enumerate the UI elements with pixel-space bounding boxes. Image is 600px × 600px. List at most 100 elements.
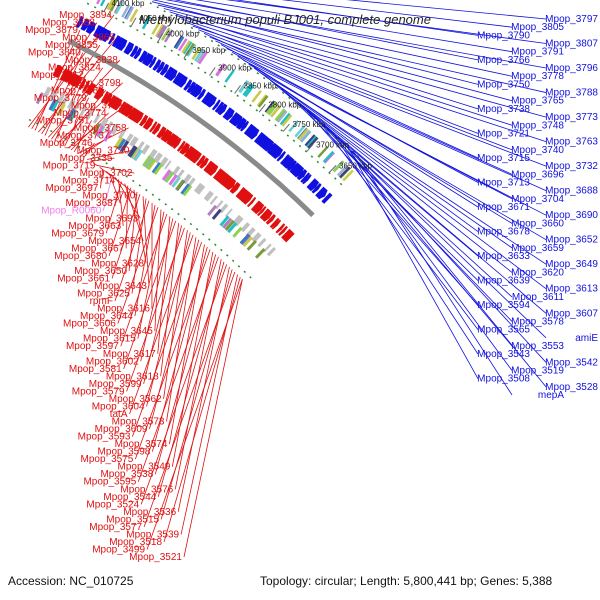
reverse-gene-feature	[269, 145, 281, 158]
left-gene-label: Mpop_3746	[40, 138, 93, 149]
color-feature	[322, 150, 335, 163]
scale-label: 3700 kbp	[316, 140, 349, 149]
right-gene-label: Mpop_3721	[477, 128, 530, 139]
left-connector-line	[125, 185, 129, 249]
color-feature	[142, 155, 152, 167]
left-gene-label: Mpop_3702	[80, 168, 133, 179]
reverse-gene-feature	[111, 35, 121, 48]
left-gene-label: Mpop_3643	[94, 281, 147, 292]
forward-gene-feature	[179, 142, 190, 155]
right-connector-line	[317, 118, 479, 330]
right-gene-label: Mpop_3528	[545, 382, 598, 393]
reverse-gene-feature	[206, 95, 217, 108]
scale-tick	[258, 104, 266, 113]
forward-gene-feature	[256, 205, 267, 217]
scale-label: 3650 kbp	[339, 161, 372, 170]
right-connector-line	[175, 15, 547, 118]
left-gene-label: Mpop_3597	[66, 341, 119, 352]
forward-gene-feature	[142, 117, 153, 130]
right-connector-line	[234, 0, 479, 36]
forward-gene-feature	[95, 87, 105, 100]
forward-gene-feature	[283, 230, 295, 243]
left-gene-label: Mpop_3654	[88, 236, 141, 247]
forward-gene-feature	[278, 225, 288, 236]
right-connector-line	[151, 0, 513, 77]
reverse-gene-feature	[138, 50, 148, 63]
color-feature	[182, 41, 193, 55]
color-feature	[191, 46, 202, 60]
right-gene-label: Mpop_3778	[511, 71, 564, 82]
reverse-gene-feature	[253, 131, 265, 145]
scale-label: 3750 kbp	[293, 120, 326, 129]
left-connector-line	[64, 97, 90, 147]
reverse-gene-feature	[317, 189, 328, 200]
right-gene-label: Mpop_3797	[545, 14, 598, 25]
color-feature	[141, 15, 151, 30]
left-gene-label: Mpop_3593	[78, 432, 131, 443]
color-feature	[113, 136, 123, 149]
reverse-gene-feature	[217, 103, 228, 116]
reverse-gene-feature	[309, 181, 320, 192]
left-connector-line	[131, 198, 147, 294]
color-feature	[242, 83, 253, 96]
left-gene-label: Mpop_3758	[74, 123, 127, 134]
color-feature	[304, 134, 316, 147]
right-gene-label: Mpop_3765	[511, 96, 564, 107]
right-gene-label: Mpop_3611	[512, 292, 565, 303]
feature-block	[85, 109, 94, 120]
left-gene-label: Mpop_3888	[42, 18, 95, 29]
color-feature	[95, 125, 105, 137]
left-gene-label: Mpop_3573	[112, 417, 165, 428]
color-feature	[161, 27, 171, 41]
right-gene-label: Mpop_3671	[477, 202, 530, 213]
reverse-gene-feature	[144, 54, 154, 67]
right-connector-line	[327, 127, 513, 347]
scale-tick	[183, 49, 190, 59]
left-gene-label: Mpop_3812	[31, 70, 84, 81]
left-gene-label: Mpop_3761	[71, 100, 124, 111]
color-feature	[125, 6, 135, 20]
scale-tick	[103, 2, 109, 13]
reverse-gene-feature	[231, 114, 243, 127]
reverse-gene-feature	[262, 139, 275, 152]
left-gene-label: Mpop_3628	[91, 258, 144, 269]
forward-gene-feature	[100, 91, 109, 103]
left-gene-label: Mpop_3536	[123, 507, 176, 518]
feature-block	[49, 89, 59, 101]
right-connector-line	[280, 88, 513, 273]
right-connector-line	[215, 40, 513, 175]
forward-gene-feature	[67, 72, 76, 85]
left-gene-label: Mpop_3774	[54, 108, 107, 119]
color-feature	[117, 138, 126, 151]
forward-gene-feature	[70, 74, 81, 87]
color-feature	[50, 99, 60, 112]
color-feature	[342, 169, 354, 182]
right-connector-line	[231, 51, 513, 200]
forward-gene-feature	[231, 183, 241, 194]
forward-gene-feature	[74, 76, 83, 88]
left-gene-label: Mpop_3824	[48, 63, 101, 74]
left-gene-label: Mpop_3576	[120, 484, 173, 495]
reverse-gene-feature	[214, 101, 225, 113]
color-feature	[181, 40, 191, 54]
reverse-gene-feature	[156, 61, 165, 74]
color-feature	[175, 179, 185, 191]
color-feature	[196, 50, 207, 64]
left-connector-line	[134, 249, 211, 460]
feature-block	[251, 232, 262, 243]
right-connector-line	[347, 145, 479, 379]
forward-gene-feature	[219, 173, 231, 186]
color-feature	[106, 0, 114, 10]
forward-gene-feature	[262, 210, 273, 222]
scale-tick	[157, 33, 164, 43]
feature-tracks	[28, 0, 364, 279]
left-gene-label: Mpop_3599	[89, 379, 142, 390]
left-connector-line	[47, 59, 121, 138]
right-gene-label: Mpop_3773	[545, 112, 598, 123]
color-feature	[186, 43, 197, 57]
left-connector-line	[118, 179, 124, 226]
left-gene-label: Mpop_3787	[51, 85, 104, 96]
right-gene-label: Mpop_3750	[477, 79, 530, 90]
scale-tick	[209, 67, 216, 76]
color-feature	[121, 4, 131, 18]
